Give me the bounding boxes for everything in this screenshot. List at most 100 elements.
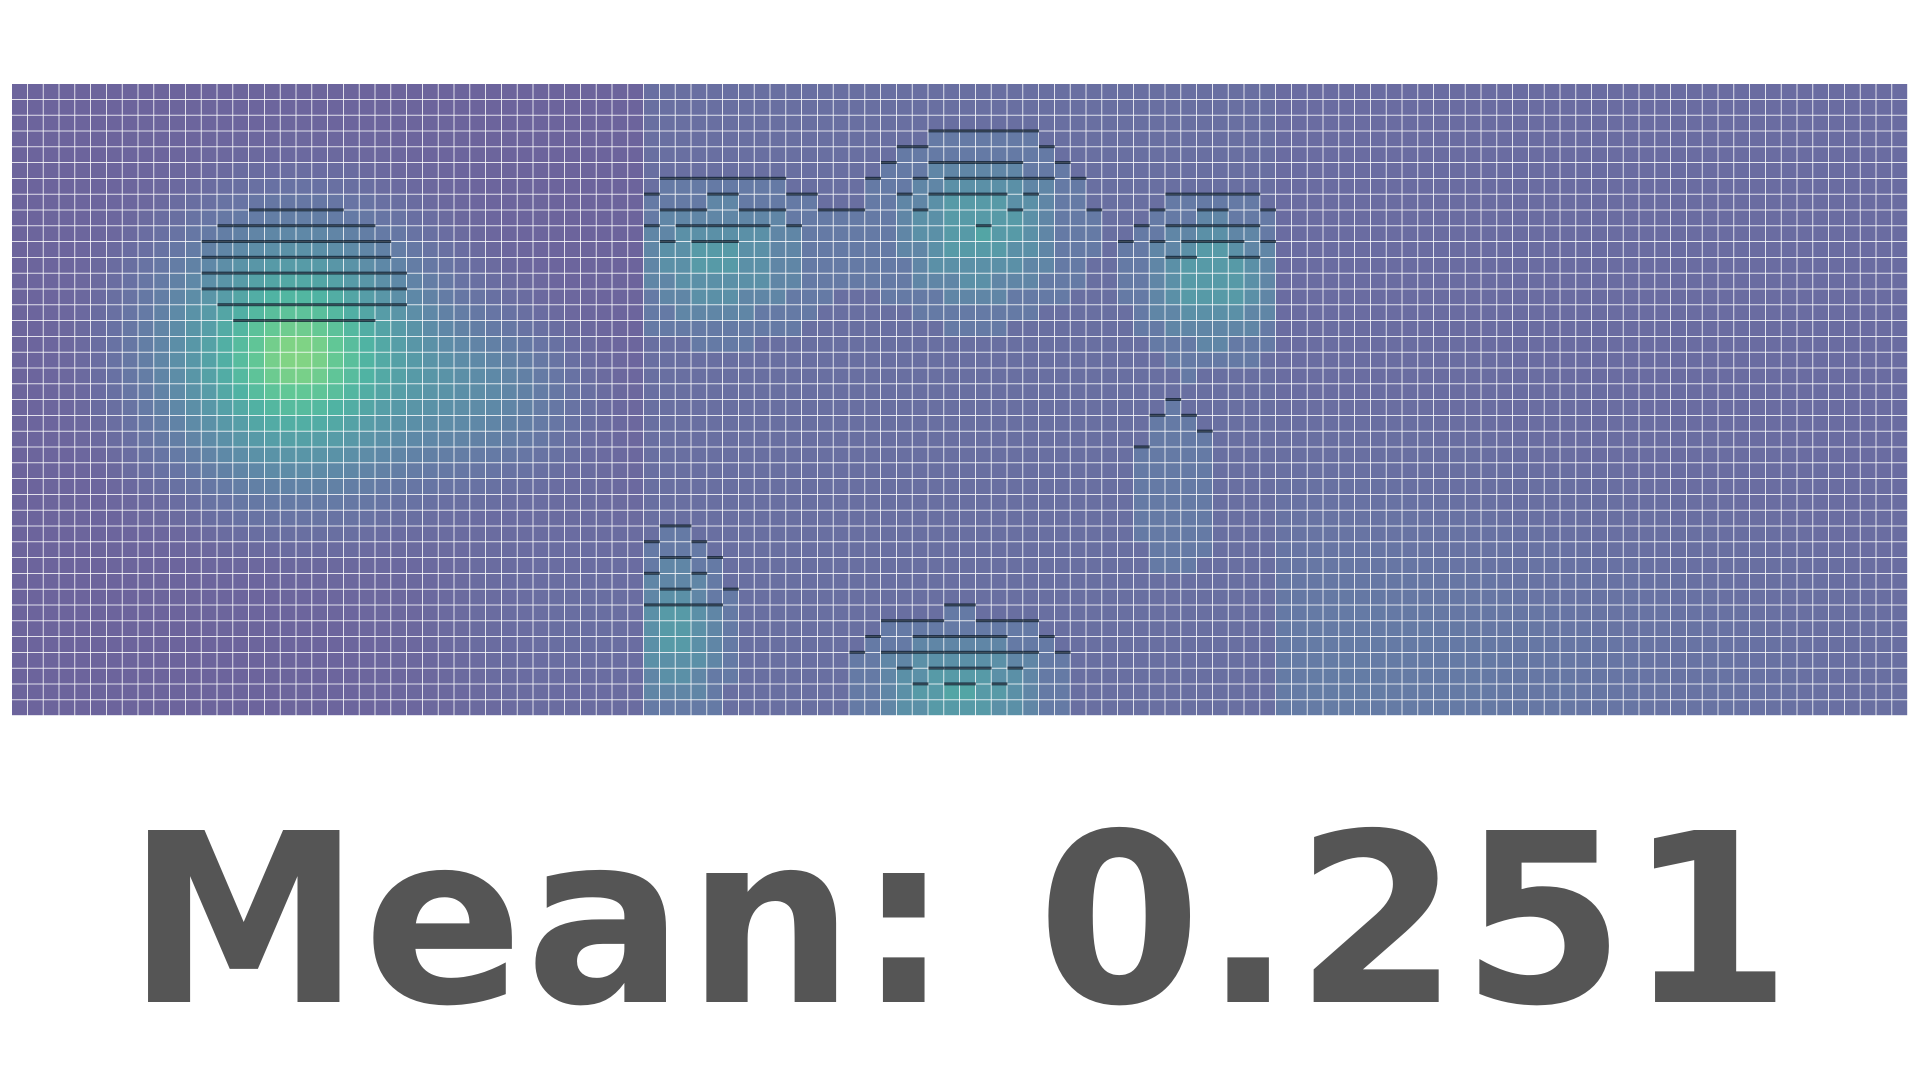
heatmap-cell [1860,384,1876,400]
heatmap-cell [1592,510,1607,526]
heatmap-cell [1418,668,1434,684]
heatmap-cell [1829,131,1844,147]
heatmap-cell [1402,479,1418,494]
heatmap-cell [770,273,786,289]
heatmap-cell [201,321,217,336]
heatmap-cell [470,289,486,305]
heatmap-cell [1339,684,1355,700]
heatmap-cell [1118,573,1133,589]
heatmap-cell-edge [375,240,392,243]
heatmap-cell [691,226,707,242]
heatmap-cell [1513,210,1528,226]
heatmap-cell [1370,526,1386,542]
heatmap-cell [533,558,549,573]
heatmap-cell [770,400,786,415]
heatmap-cell [1181,558,1197,573]
heatmap-cell [1244,257,1260,273]
heatmap-cell [233,573,249,589]
heatmap-cell [1434,305,1449,321]
heatmap-cell [1607,257,1623,273]
heatmap-cell [659,178,675,194]
heatmap-cell [43,289,59,305]
heatmap-cell [1860,321,1876,336]
heatmap-cell [1039,431,1054,447]
heatmap-cell [707,700,723,716]
heatmap-cell [1007,84,1023,99]
heatmap-cell [75,84,91,99]
heatmap-cell [802,210,817,226]
heatmap-cell-edge [896,619,913,623]
heatmap-cell [944,178,960,194]
heatmap-cell-edge [1212,240,1229,243]
heatmap-cell [1607,463,1623,479]
heatmap-cell [596,305,612,321]
heatmap-cell [328,289,343,305]
heatmap-cell [185,447,201,463]
heatmap-cell [328,526,343,542]
heatmap-cell [628,84,644,99]
heatmap-cell [1386,479,1402,494]
heatmap-cell [1544,605,1560,621]
heatmap-cell [691,257,707,273]
heatmap-cell [596,210,612,226]
heatmap-cell [754,226,770,242]
heatmap-cell [1607,652,1623,668]
heatmap-cell [75,321,91,336]
heatmap-cell [1765,131,1781,147]
heatmap-cell [328,226,343,242]
heatmap-cell-edge [233,255,249,259]
heatmap-cell [1844,289,1860,305]
heatmap-cell [549,178,565,194]
heatmap-cell [1718,558,1734,573]
heatmap-cell [1544,305,1560,321]
heatmap-cell [249,321,264,336]
heatmap-cell [881,84,896,99]
heatmap-cell [1592,178,1607,194]
heatmap-cell-edge [328,224,344,228]
heatmap-cell [1592,400,1607,415]
heatmap-cell [991,178,1007,194]
heatmap-cell [1813,273,1829,289]
heatmap-cell-edge [707,556,723,559]
heatmap-cell [1197,415,1212,431]
heatmap-cell [1497,400,1513,415]
heatmap-cell [1702,210,1718,226]
heatmap-cell [1307,400,1323,415]
heatmap-cell [817,510,833,526]
heatmap-cell [1481,368,1497,384]
heatmap-cell [1007,573,1023,589]
heatmap-cell [201,463,217,479]
heatmap-cell [1860,621,1876,637]
heatmap-cell [707,605,723,621]
heatmap-cell [1181,542,1197,558]
heatmap-cell [280,115,296,131]
heatmap-cell [1402,352,1418,368]
heatmap-cell [991,447,1007,463]
heatmap-cell [1892,605,1908,621]
heatmap-cell [1465,147,1481,163]
heatmap-cell [122,321,138,336]
heatmap-cell [533,147,549,163]
heatmap-cell [1260,668,1276,684]
heatmap-cell [802,257,817,273]
heatmap-cell [1181,447,1197,463]
heatmap-cell [1133,684,1149,700]
heatmap-cell [896,605,912,621]
heatmap-cell [217,131,233,147]
heatmap-cell [1339,115,1355,131]
heatmap-cell [596,115,612,131]
heatmap-cell [280,147,296,163]
heatmap-cell [628,273,644,289]
heatmap-cell [1181,99,1197,115]
heatmap-cell [1639,510,1655,526]
heatmap-cell [454,163,470,178]
heatmap-cell [1039,257,1054,273]
heatmap-cell [1750,99,1765,115]
heatmap-cell [1781,494,1797,510]
heatmap-cell [486,463,501,479]
heatmap-cell [1671,573,1686,589]
heatmap-cell-edge [1181,413,1197,417]
heatmap-cell [991,684,1007,700]
heatmap-cell [343,368,359,384]
heatmap-cell [1418,131,1434,147]
